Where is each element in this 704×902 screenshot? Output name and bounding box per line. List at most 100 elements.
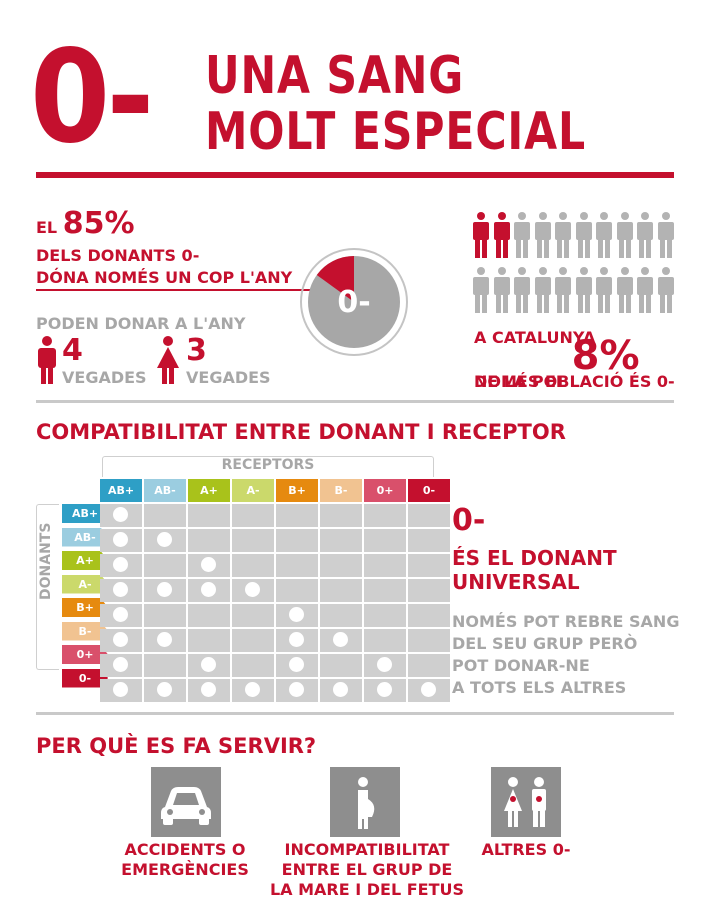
section-divider-1 bbox=[36, 400, 674, 403]
compat-cell bbox=[276, 679, 318, 702]
compat-row bbox=[100, 629, 450, 652]
compatible-dot bbox=[245, 682, 260, 697]
population-people-grid bbox=[472, 212, 676, 322]
compat-cell bbox=[408, 554, 450, 577]
donors-el: EL bbox=[36, 218, 58, 237]
compat-cell bbox=[188, 629, 230, 652]
compat-cell bbox=[144, 654, 186, 677]
compatible-dot bbox=[201, 657, 216, 672]
use-caption-line: LA MARE I DEL FETUS bbox=[269, 880, 465, 899]
compat-cell bbox=[320, 504, 362, 527]
compat-cell bbox=[188, 529, 230, 552]
use-caption-line: ACCIDENTS O bbox=[124, 840, 246, 859]
compat-cell bbox=[144, 529, 186, 552]
men-times-number: 4 bbox=[62, 333, 83, 368]
women-times-number: 3 bbox=[186, 333, 207, 368]
population-line-3: DE LA POBLACIÓ ÉS 0- bbox=[474, 372, 675, 391]
compatible-dot bbox=[113, 632, 128, 647]
compatible-dot bbox=[289, 657, 304, 672]
compat-cell bbox=[188, 504, 230, 527]
person-icon bbox=[596, 212, 612, 258]
person-icon bbox=[657, 212, 674, 258]
compatible-dot bbox=[113, 532, 128, 547]
person-icon bbox=[637, 267, 653, 313]
compat-cell bbox=[320, 679, 362, 702]
receptor-col-header: 0- bbox=[408, 479, 450, 502]
receptor-col-header: B- bbox=[320, 479, 362, 502]
woman-icon bbox=[157, 336, 179, 384]
compat-cell bbox=[276, 654, 318, 677]
compat-cell bbox=[144, 629, 186, 652]
compat-cell bbox=[276, 629, 318, 652]
compat-cell bbox=[100, 554, 142, 577]
compat-cell bbox=[100, 504, 142, 527]
compatible-dot bbox=[377, 682, 392, 697]
compat-cell bbox=[188, 554, 230, 577]
compat-cell bbox=[276, 529, 318, 552]
receptor-col-header: AB+ bbox=[100, 479, 142, 502]
compat-cell bbox=[408, 654, 450, 677]
person-icon bbox=[534, 267, 551, 313]
compatible-dot bbox=[113, 682, 128, 697]
person-icon bbox=[657, 267, 674, 313]
person-icon bbox=[637, 212, 653, 258]
compat-cell bbox=[232, 629, 274, 652]
population-line-2: NOMÉS EL bbox=[474, 372, 567, 391]
person-icon bbox=[514, 267, 530, 313]
title-line-1: UNA SANG bbox=[205, 46, 465, 106]
compatible-dot bbox=[157, 632, 172, 647]
compat-cell bbox=[364, 679, 406, 702]
compat-row bbox=[100, 604, 450, 627]
can-donate-label: PODEN DONAR A L'ANY bbox=[36, 314, 246, 333]
donor-row-tag: A+ bbox=[62, 551, 108, 570]
person-icon bbox=[616, 212, 633, 258]
compat-cell bbox=[408, 604, 450, 627]
compat-cell bbox=[188, 604, 230, 627]
compat-cell bbox=[144, 554, 186, 577]
receptor-col-header: A+ bbox=[188, 479, 230, 502]
compat-cell bbox=[364, 654, 406, 677]
universal-note-2: DEL SEU GRUP PERÒ bbox=[452, 634, 638, 653]
compat-row bbox=[100, 654, 450, 677]
receptors-label: RECEPTORS bbox=[221, 457, 315, 473]
compat-cell bbox=[320, 604, 362, 627]
universal-note-4: A TOTS ELS ALTRES bbox=[452, 678, 627, 697]
compatible-dot bbox=[157, 582, 172, 597]
person-icon bbox=[493, 267, 510, 313]
donor-row-tag: A- bbox=[62, 574, 108, 594]
compat-cell bbox=[100, 629, 142, 652]
compatible-dot bbox=[245, 582, 260, 597]
compat-cell bbox=[320, 579, 362, 602]
compat-row bbox=[100, 529, 450, 552]
use-caption-line: ALTRES 0- bbox=[481, 840, 571, 859]
donor-row-tag: 0- bbox=[62, 668, 108, 688]
compat-cell bbox=[100, 654, 142, 677]
population-headline: NOMÉS EL 8% bbox=[474, 333, 640, 391]
section-divider-2 bbox=[36, 712, 674, 715]
donor-row-tags: AB+ AB- A+ A- B+ B- 0+ 0- bbox=[62, 504, 112, 694]
compatibility-table: AB+ AB- A+ A- B+ B- 0+ 0- bbox=[98, 477, 452, 704]
compat-cell bbox=[232, 504, 274, 527]
population-percentage: 8% bbox=[571, 333, 640, 379]
compat-cell bbox=[144, 504, 186, 527]
person-icon bbox=[473, 267, 489, 313]
compat-cell bbox=[364, 529, 406, 552]
receptor-col-header: B+ bbox=[276, 479, 318, 502]
universal-line-1: ÉS EL DONANT bbox=[452, 546, 617, 570]
compat-cell bbox=[232, 679, 274, 702]
population-line-1: A CATALUNYA bbox=[474, 328, 596, 347]
universal-note-3: POT DONAR-NE bbox=[452, 656, 590, 675]
person-icon bbox=[575, 212, 592, 258]
person-icon bbox=[555, 212, 571, 258]
receptor-col-header: AB- bbox=[144, 479, 186, 502]
use-caption-line: ENTRE EL GRUP DE bbox=[281, 860, 453, 879]
men-times-label: VEGADES bbox=[62, 368, 147, 387]
pie-outer-ring bbox=[300, 248, 408, 356]
header-divider bbox=[36, 172, 674, 178]
donors-line-3: DÓNA NOMÉS UN COP L'ANY bbox=[36, 268, 293, 287]
compatible-dot bbox=[289, 682, 304, 697]
compat-cell bbox=[320, 629, 362, 652]
donor-row-tag: AB+ bbox=[62, 504, 108, 523]
use-caption-others: ALTRES 0- bbox=[476, 840, 576, 860]
compatible-dot bbox=[201, 582, 216, 597]
